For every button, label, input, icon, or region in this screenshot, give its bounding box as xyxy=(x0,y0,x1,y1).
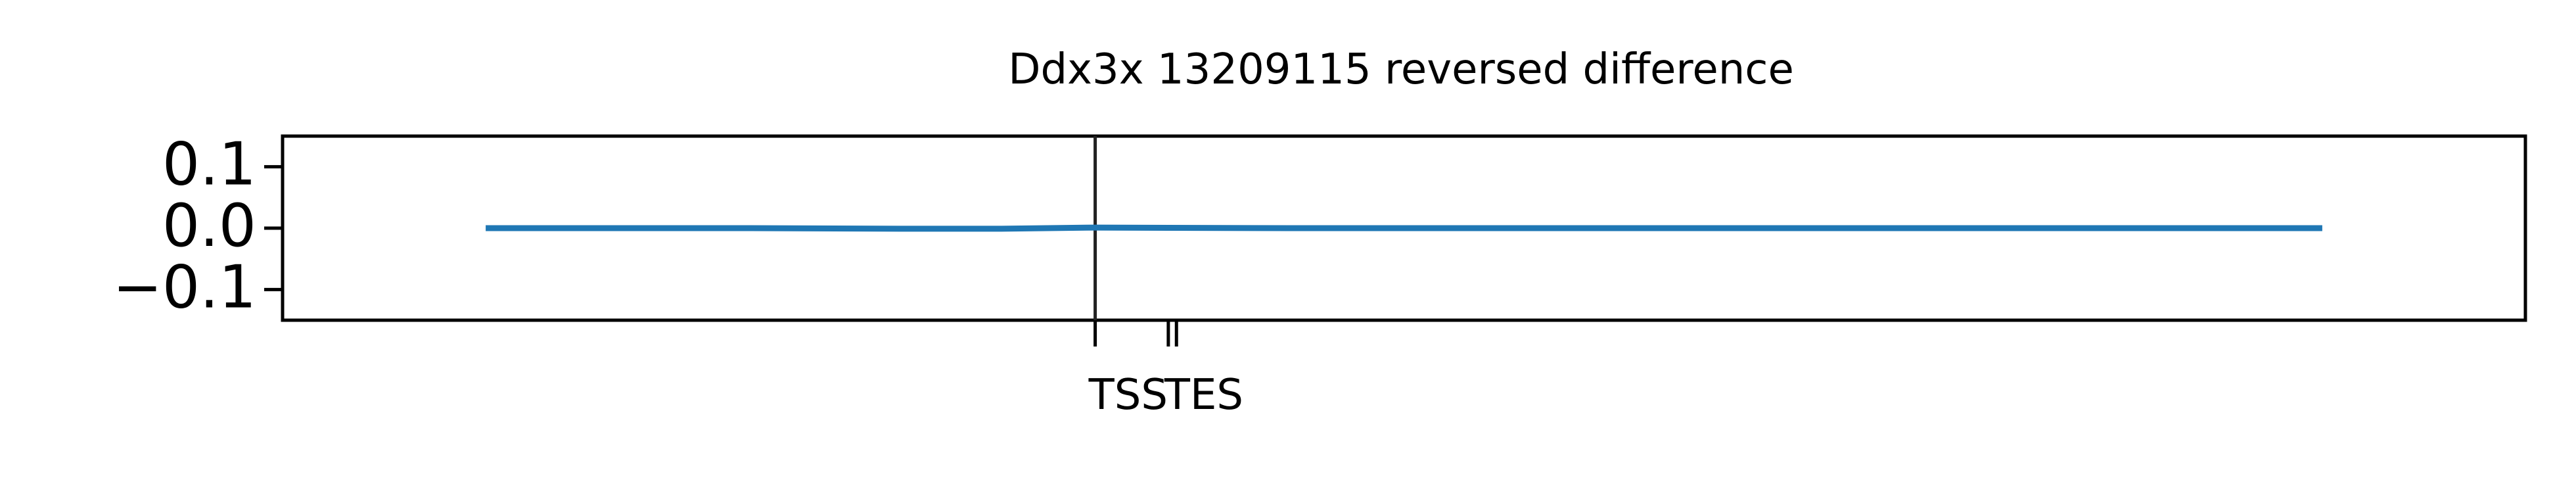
x-tick-label: TES xyxy=(1164,371,1243,419)
series-line xyxy=(486,224,2322,232)
y-tick-label: −0.1 xyxy=(112,252,256,322)
y-tick-label: 0.0 xyxy=(162,191,256,260)
x-tick-label: TSS xyxy=(1088,371,1168,419)
chart-title: Ddx3x 13209115 reversed difference xyxy=(1008,45,1794,94)
y-tick-label: 0.1 xyxy=(162,130,256,199)
